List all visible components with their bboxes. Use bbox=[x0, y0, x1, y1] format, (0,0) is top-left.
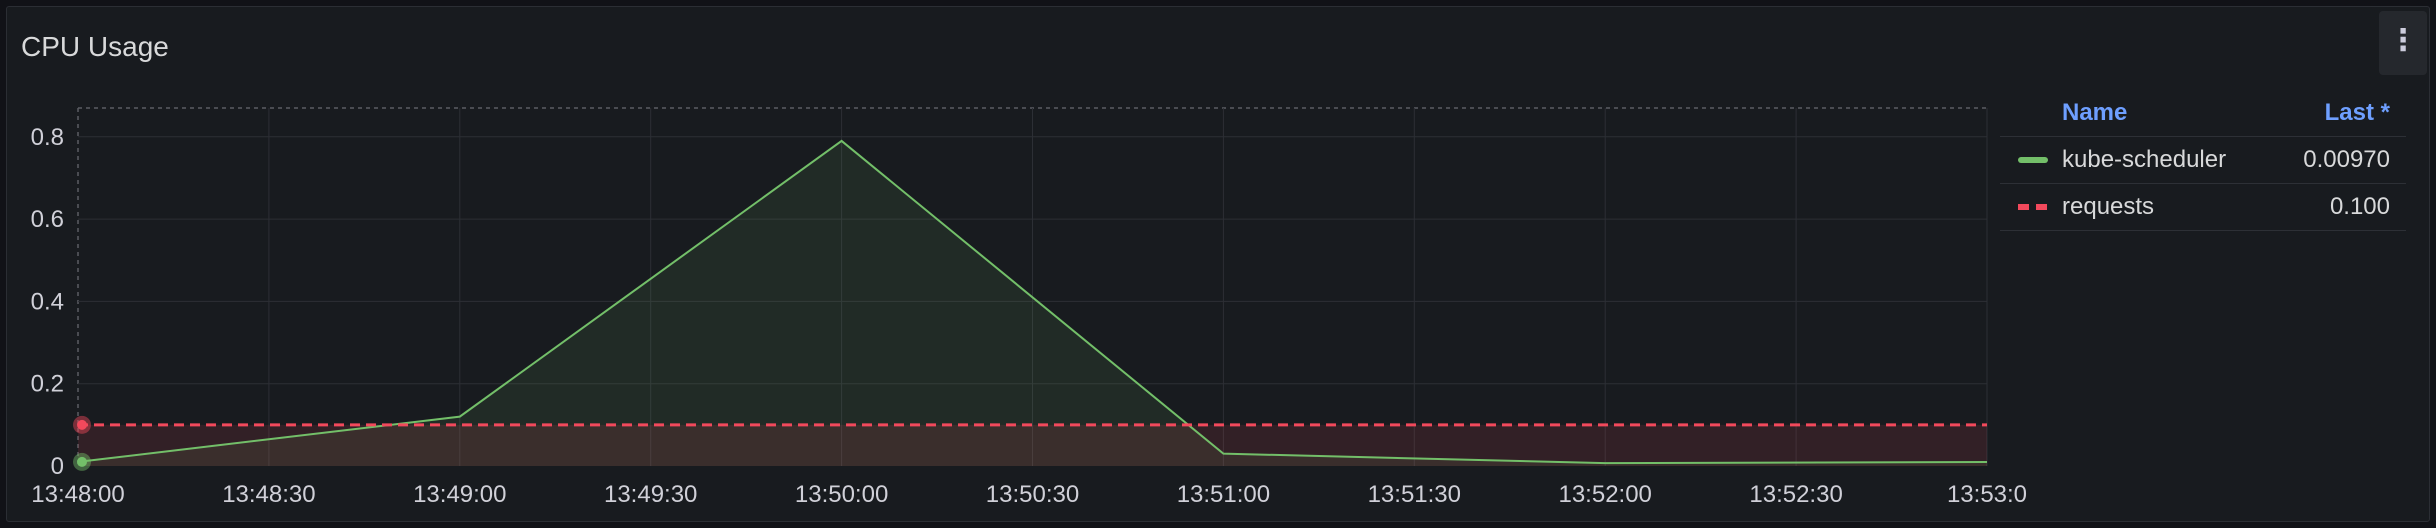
chart-lines bbox=[77, 139, 1988, 465]
y-tick-label: 0.8 bbox=[31, 124, 64, 151]
series-line-kube-scheduler bbox=[77, 139, 1988, 465]
y-tick-label: 0.2 bbox=[31, 371, 64, 398]
x-tick-label: 13:49:30 bbox=[604, 481, 697, 508]
legend-series-last: 0.100 bbox=[2329, 193, 2390, 220]
x-tick-label: 13:50:00 bbox=[795, 481, 888, 508]
legend-series-last: 0.00970 bbox=[2303, 146, 2390, 173]
vertical-ellipsis-icon: ⋮ bbox=[2388, 24, 2418, 57]
x-tick-label: 13:51:00 bbox=[1177, 481, 1270, 508]
cpu-usage-panel: CPU Usage ⋮ bbox=[6, 6, 2430, 522]
x-tick-label: 13:48:30 bbox=[222, 481, 315, 508]
legend-swatch-kube-scheduler bbox=[2018, 157, 2048, 163]
x-tick-label: 13:48:00 bbox=[31, 481, 124, 508]
chart-points bbox=[73, 415, 91, 471]
x-tick-label: 13:49:00 bbox=[413, 481, 506, 508]
x-tick-label: 13:51:30 bbox=[1368, 481, 1461, 508]
series-start-point-requests bbox=[77, 419, 87, 430]
chart-grid bbox=[77, 107, 1988, 466]
y-tick-label: 0.4 bbox=[31, 288, 64, 315]
series-area-kube-scheduler bbox=[78, 140, 1987, 466]
series-area-requests bbox=[78, 424, 1987, 466]
legend-table: Name Last * kube-scheduler 0.00970 reque… bbox=[2000, 90, 2406, 231]
x-tick-label: 13:52:30 bbox=[1749, 481, 1842, 508]
x-tick-label: 13:50:30 bbox=[986, 481, 1079, 508]
legend-name-header[interactable]: Name bbox=[2062, 99, 2128, 126]
y-axis-labels: 0 0.2 0.4 0.6 0.8 bbox=[31, 124, 64, 480]
x-tick-label: 13:53:0 bbox=[1947, 481, 2027, 508]
legend-header: Name Last * bbox=[2000, 90, 2406, 137]
x-tick-label: 13:52:00 bbox=[1558, 481, 1651, 508]
legend-swatch-requests bbox=[2018, 204, 2048, 210]
panel-title: CPU Usage bbox=[21, 31, 169, 62]
y-tick-label: 0.6 bbox=[31, 206, 64, 233]
x-axis-labels: 13:48:00 13:48:30 13:49:00 13:49:30 13:50:00… bbox=[31, 481, 2027, 508]
legend-series-name: kube-scheduler bbox=[2062, 146, 2227, 173]
chart-areas bbox=[78, 140, 1987, 466]
legend-series-name: requests bbox=[2062, 193, 2155, 220]
y-tick-label: 0 bbox=[51, 453, 64, 480]
legend-row-kube-scheduler[interactable]: kube-scheduler 0.00970 bbox=[2000, 137, 2406, 184]
legend-last-header[interactable]: Last * bbox=[2324, 99, 2390, 126]
panel-menu-button[interactable]: ⋮ bbox=[2379, 11, 2427, 75]
legend-row-requests[interactable]: requests 0.100 bbox=[2000, 184, 2406, 231]
series-start-point-kube-scheduler bbox=[77, 456, 87, 467]
